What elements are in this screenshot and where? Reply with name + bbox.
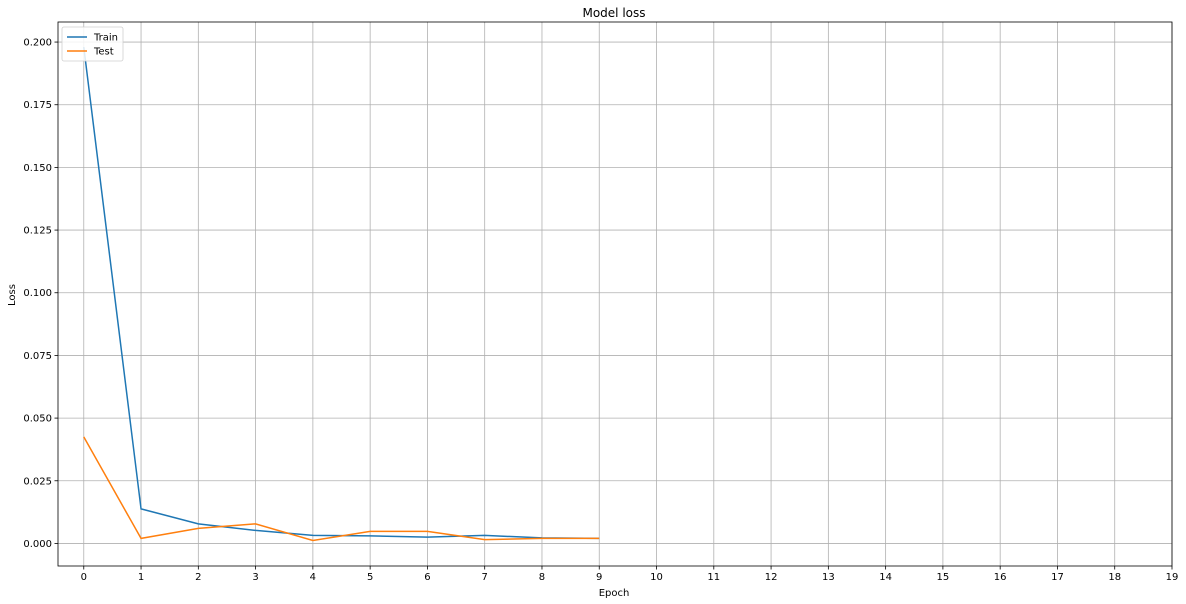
x-tick-label: 0 — [81, 572, 87, 583]
x-tick-label: 15 — [937, 572, 950, 583]
x-tick-label: 5 — [367, 572, 373, 583]
chart-title: Model loss — [582, 6, 645, 20]
x-tick-label: 14 — [879, 572, 892, 583]
axes-border — [57, 21, 1173, 567]
y-tick-label: 0.100 — [23, 288, 52, 299]
x-tick-label: 9 — [596, 572, 602, 583]
legend-label-train: Train — [93, 33, 118, 44]
y-tick-label: 0.050 — [23, 414, 52, 425]
y-tick-label: 0.200 — [23, 38, 52, 49]
x-tick-label: 10 — [650, 572, 663, 583]
legend-label-test: Test — [93, 47, 114, 58]
grid-lines — [58, 22, 1173, 566]
plot-area — [58, 22, 1172, 566]
x-tick-label: 12 — [765, 572, 778, 583]
x-axis-ticks: 0 1 2 3 4 5 6 7 8 9 10 11 12 13 14 15 16 17 18 19 — [81, 566, 1179, 583]
plot-background — [58, 22, 1172, 566]
y-axis-label: Loss — [7, 284, 18, 306]
x-tick-label: 13 — [822, 572, 835, 583]
axes-frame — [57, 21, 1173, 567]
x-tick-label: 18 — [1108, 572, 1121, 583]
y-axis-ticks: 0.000 0.025 0.050 0.075 0.100 0.125 0.150 0.175… — [23, 38, 58, 550]
x-tick-label: 1 — [138, 572, 144, 583]
series-layer — [83, 46, 600, 542]
x-tick-label: 16 — [994, 572, 1007, 583]
x-tick-label: 2 — [195, 572, 201, 583]
y-tick-label: 0.175 — [23, 100, 52, 111]
x-tick-label: 6 — [424, 572, 430, 583]
x-tick-label: 7 — [482, 572, 488, 583]
x-tick-label: 11 — [707, 572, 720, 583]
x-tick-label: 8 — [539, 572, 545, 583]
legend: Train Test — [61, 26, 124, 62]
y-tick-label: 0.075 — [23, 351, 52, 362]
x-tick-label: 4 — [310, 572, 316, 583]
y-tick-label: 0.150 — [23, 163, 52, 174]
y-tick-label: 0.125 — [23, 226, 52, 237]
y-tick-label: 0.025 — [23, 476, 52, 487]
x-axis-label: Epoch — [599, 588, 630, 599]
legend-box — [61, 26, 124, 62]
x-tick-label: 19 — [1166, 572, 1179, 583]
y-tick-label: 0.000 — [23, 539, 52, 550]
series-line-test — [83, 436, 600, 542]
x-tick-label: 17 — [1051, 572, 1064, 583]
x-tick-label: 3 — [252, 572, 258, 583]
